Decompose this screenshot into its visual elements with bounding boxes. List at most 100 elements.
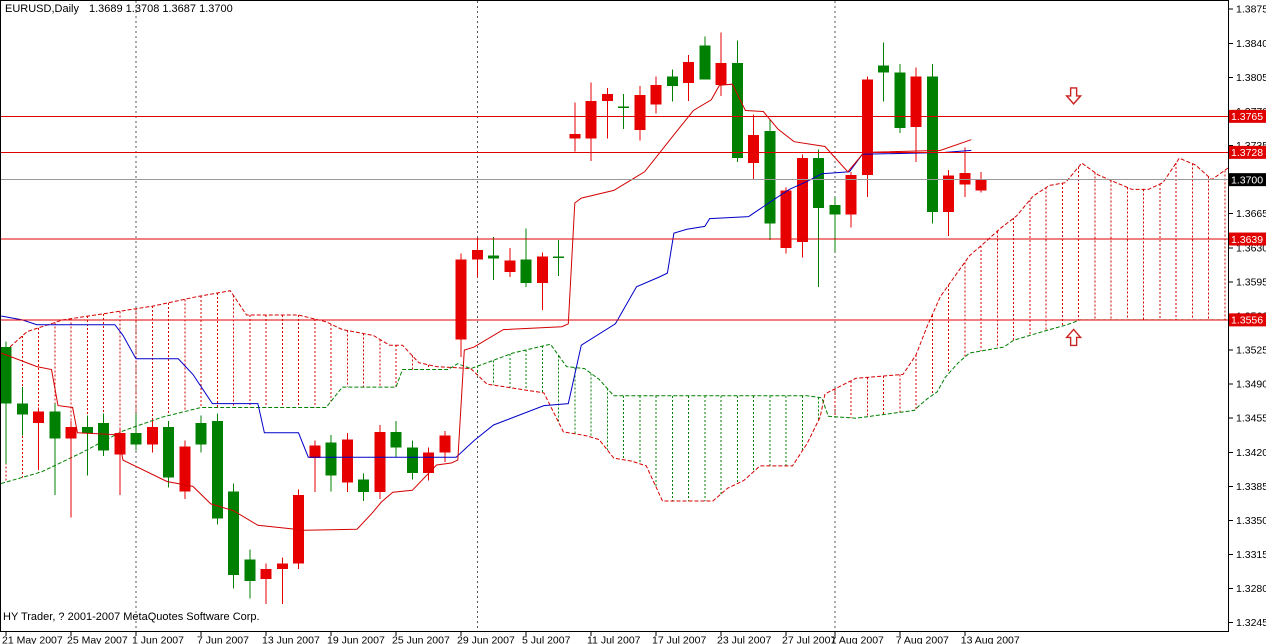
candle-body [634,94,646,130]
date-axis-tick-label: 21 May 2007 [2,635,63,644]
candle-body [520,259,532,283]
candle-body [796,158,808,242]
candle-body [390,431,402,448]
candle-body [260,569,272,579]
price-axis-tick-label: 1.3525 [1236,345,1266,357]
candle-body [228,491,239,576]
price-axis-tick-label: 1.3875 [1236,4,1266,16]
candle-body [358,479,369,493]
candle-body [406,447,418,473]
candle-body [618,106,629,108]
date-axis-tick-label: 17 Jul 2007 [652,635,706,644]
date-axis-tick-label: 27 Jul 2007 [782,635,836,644]
price-axis-tick-label: 1.3490 [1236,379,1266,391]
candle-body [244,559,256,581]
date-axis-tick-label: 1 Jun 2007 [132,635,184,644]
date-axis-tick-label: 25 May 2007 [67,635,128,644]
candle-body [910,76,922,128]
candle-body [65,426,77,439]
date-axis-tick-label: 13 Jun 2007 [262,635,320,644]
buy-signal-arrow-icon[interactable] [1065,328,1083,347]
date-axis-tick-label: 5 Jul 2007 [522,635,571,644]
candle-body [878,65,889,73]
date-axis-tick-label: 19 Jun 2007 [327,635,385,644]
price-axis-tick-label: 1.3420 [1236,447,1266,459]
candle-body [33,411,44,424]
candle-body [439,435,451,453]
candle-body [325,442,337,476]
price-line-tag-label: 1.3765 [1231,111,1263,123]
price-axis-tick-label: 1.3245 [1236,617,1266,629]
candle-body [211,421,223,519]
price-axis-tick-label: 1.3280 [1236,583,1266,595]
candle-body [666,76,678,87]
candle-body [504,260,516,273]
date-axis-tick-label: 7 Aug 2007 [896,635,949,644]
price-line-tag [1229,313,1266,327]
price-axis-tick-label: 1.3385 [1236,481,1266,493]
date-axis-tick-label: 23 Jul 2007 [717,635,771,644]
candle-body [699,45,711,80]
candle-body [455,259,467,340]
ohlc-quote-label: 1.3689 1.3708 1.3687 1.3700 [88,3,233,15]
candle-body [894,72,906,129]
current-price-tag [1229,173,1266,187]
price-line-tag [1229,145,1266,159]
chart-title: EURUSD,Daily 1.3689 1.3708 1.3687 1.3700 [5,3,233,15]
candle-body [813,158,824,208]
senkou-span-a-line [0,157,1229,502]
price-line-tag [1229,109,1266,123]
date-axis-tick-label: 1 Aug 2007 [831,635,884,644]
candle-body [943,175,954,212]
candle-body [715,62,727,86]
price-line-tag-label: 1.3639 [1231,234,1263,246]
candle-body [829,204,841,215]
candle-body [16,403,28,415]
candle-body [569,133,581,139]
candle-body [195,423,207,445]
candle-body [553,256,564,258]
current-price-tag-label: 1.3700 [1231,174,1263,186]
price-line-tag [1229,232,1266,246]
price-axis-tick-label: 1.3350 [1236,515,1266,527]
candle-body [130,432,142,445]
price-axis-tick-label: 1.3840 [1236,38,1266,50]
candle-body [276,563,288,570]
sell-signal-arrow-icon[interactable] [1065,87,1083,105]
date-axis-tick-label: 29 Jun 2007 [457,635,515,644]
copyright-label: HY Trader, ? 2001-2007 MetaQuotes Softwa… [3,611,260,623]
candle-body [536,256,548,283]
price-axis-tick-label: 1.3665 [1236,208,1266,220]
price-axis-tick-label: 1.3805 [1236,72,1266,84]
candle-body [49,411,61,439]
candle-body [731,62,743,159]
candle-body [0,347,12,404]
candle-body [780,190,792,248]
candle-body [650,85,662,105]
price-line-tag-label: 1.3556 [1231,315,1263,327]
price-axis-tick-label: 1.3315 [1236,549,1266,561]
date-axis-tick-label: 11 Jul 2007 [587,635,641,644]
candle-body [98,423,109,451]
candle-body [423,452,434,473]
candle-body [309,445,321,459]
candle-body [959,172,971,185]
candle-body [341,439,353,483]
candle-body [471,249,483,260]
candle-body [926,76,938,212]
candle-body [764,130,776,224]
symbol-period-label: EURUSD,Daily [5,3,79,15]
candle-body [146,426,158,445]
candle-body [81,426,93,433]
date-axis-tick-label: 25 Jun 2007 [392,635,450,644]
candle-body [601,93,613,101]
price-axis-tick-label: 1.3595 [1236,276,1266,288]
candle-body [585,100,597,139]
candle-body [748,134,759,164]
date-axis-tick-label: 7 Jun 2007 [197,635,249,644]
kijun-sen-line [1,149,972,458]
senkou-span-b-line [0,319,1228,484]
price-line-tag-label: 1.3728 [1231,147,1263,159]
